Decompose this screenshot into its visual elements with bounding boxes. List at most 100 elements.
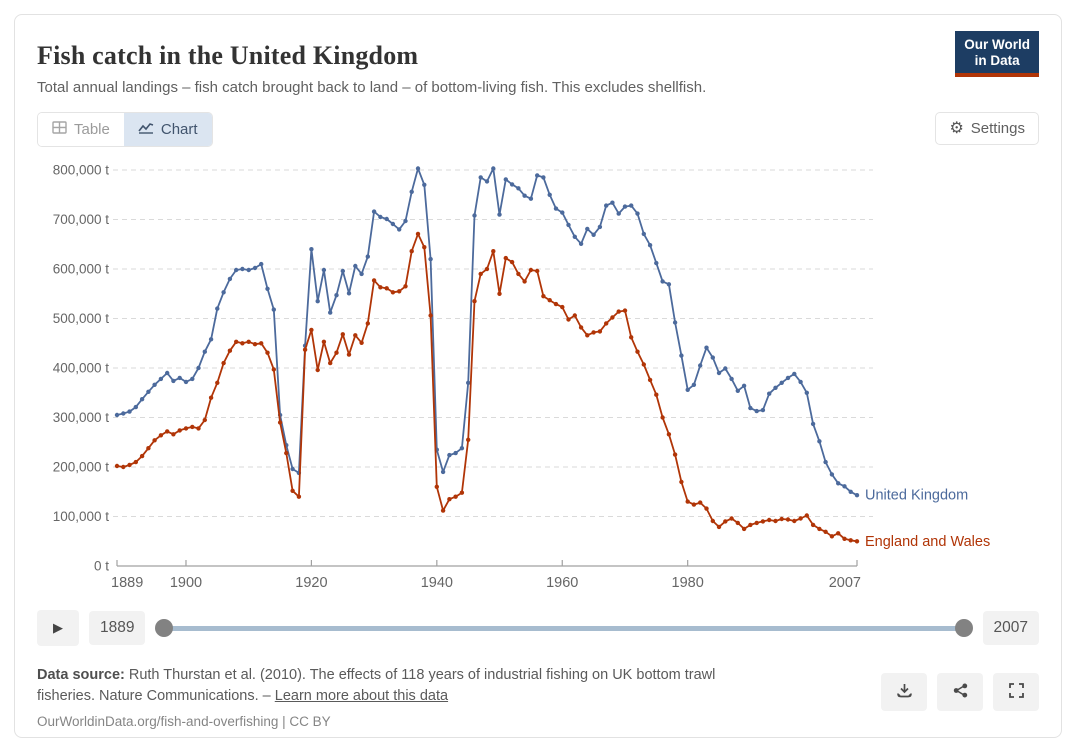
data-point[interactable]	[359, 271, 364, 277]
data-point[interactable]	[246, 339, 251, 344]
data-point[interactable]	[234, 339, 239, 344]
data-point[interactable]	[259, 341, 264, 346]
data-point[interactable]	[114, 463, 120, 469]
data-point[interactable]	[698, 363, 703, 368]
data-point[interactable]	[202, 417, 207, 423]
data-point[interactable]	[196, 365, 201, 371]
data-point[interactable]	[190, 376, 195, 382]
data-point[interactable]	[127, 409, 132, 414]
data-point[interactable]	[158, 433, 164, 438]
data-point[interactable]	[378, 285, 383, 290]
data-point[interactable]	[271, 307, 276, 312]
series-line[interactable]	[116, 167, 858, 497]
data-point[interactable]	[698, 500, 703, 505]
data-point[interactable]	[585, 226, 590, 232]
data-point[interactable]	[296, 494, 302, 499]
data-point[interactable]	[597, 224, 603, 230]
data-point[interactable]	[315, 367, 320, 373]
data-point[interactable]	[459, 490, 465, 495]
timeline-slider[interactable]	[155, 618, 973, 638]
data-point[interactable]	[842, 536, 847, 541]
data-point[interactable]	[716, 370, 722, 376]
data-point[interactable]	[622, 308, 628, 313]
data-point[interactable]	[842, 484, 847, 489]
data-point[interactable]	[139, 453, 145, 459]
data-point[interactable]	[785, 375, 791, 381]
data-point[interactable]	[321, 267, 327, 273]
data-point[interactable]	[817, 439, 822, 444]
data-point[interactable]	[792, 371, 797, 377]
data-point[interactable]	[390, 221, 396, 227]
data-point[interactable]	[472, 213, 477, 218]
data-point[interactable]	[635, 211, 640, 216]
data-point[interactable]	[672, 452, 678, 457]
data-point[interactable]	[152, 382, 157, 387]
timeline-track[interactable]	[161, 626, 967, 631]
fullscreen-button[interactable]	[993, 673, 1039, 711]
series-end-label[interactable]: United Kingdom	[865, 488, 968, 504]
data-point[interactable]	[767, 391, 772, 396]
data-point[interactable]	[484, 179, 490, 184]
data-point[interactable]	[227, 276, 233, 282]
data-point[interactable]	[246, 267, 251, 273]
data-point[interactable]	[735, 520, 740, 526]
data-point[interactable]	[453, 450, 458, 456]
data-point[interactable]	[792, 518, 797, 524]
data-point[interactable]	[472, 299, 477, 304]
data-point[interactable]	[666, 432, 672, 437]
data-point[interactable]	[741, 526, 747, 532]
data-point[interactable]	[854, 539, 860, 544]
data-point[interactable]	[729, 376, 734, 382]
data-point[interactable]	[509, 182, 515, 187]
data-point[interactable]	[353, 263, 358, 269]
data-point[interactable]	[340, 268, 345, 274]
data-point[interactable]	[522, 193, 527, 198]
data-point[interactable]	[196, 426, 201, 431]
data-point[interactable]	[660, 279, 665, 284]
data-point[interactable]	[152, 438, 157, 443]
data-point[interactable]	[503, 255, 508, 261]
data-point[interactable]	[365, 321, 370, 326]
data-point[interactable]	[240, 266, 245, 272]
timeline-start-handle[interactable]	[155, 619, 174, 637]
data-point[interactable]	[497, 212, 502, 217]
data-point[interactable]	[190, 424, 195, 430]
data-point[interactable]	[447, 452, 452, 458]
download-button[interactable]	[881, 673, 927, 711]
data-point[interactable]	[629, 203, 634, 208]
data-point[interactable]	[378, 214, 383, 220]
data-point[interactable]	[610, 200, 615, 205]
data-point[interactable]	[315, 299, 320, 304]
data-point[interactable]	[610, 315, 615, 320]
data-point[interactable]	[171, 432, 176, 437]
data-point[interactable]	[309, 327, 314, 333]
data-point[interactable]	[415, 166, 421, 171]
timeline-start-year[interactable]: 1889	[89, 611, 146, 645]
data-point[interactable]	[817, 526, 822, 532]
data-point[interactable]	[365, 254, 370, 259]
data-point[interactable]	[328, 360, 333, 366]
data-point[interactable]	[716, 524, 722, 530]
data-point[interactable]	[547, 192, 552, 197]
data-point[interactable]	[823, 529, 828, 534]
data-point[interactable]	[121, 464, 126, 470]
data-point[interactable]	[428, 313, 433, 318]
data-point[interactable]	[290, 488, 295, 493]
data-point[interactable]	[604, 321, 609, 326]
data-point[interactable]	[848, 538, 853, 543]
data-point[interactable]	[259, 261, 264, 267]
data-point[interactable]	[541, 294, 546, 299]
data-point[interactable]	[723, 519, 728, 524]
data-point[interactable]	[353, 333, 358, 338]
data-point[interactable]	[829, 472, 835, 477]
data-point[interactable]	[158, 376, 164, 382]
share-button[interactable]	[937, 673, 983, 711]
data-point[interactable]	[346, 352, 352, 357]
data-point[interactable]	[183, 379, 189, 385]
data-point[interactable]	[284, 450, 289, 456]
data-point[interactable]	[384, 286, 389, 291]
data-point[interactable]	[177, 375, 182, 381]
data-point[interactable]	[528, 267, 534, 273]
data-point[interactable]	[328, 310, 333, 315]
data-point[interactable]	[635, 349, 640, 354]
